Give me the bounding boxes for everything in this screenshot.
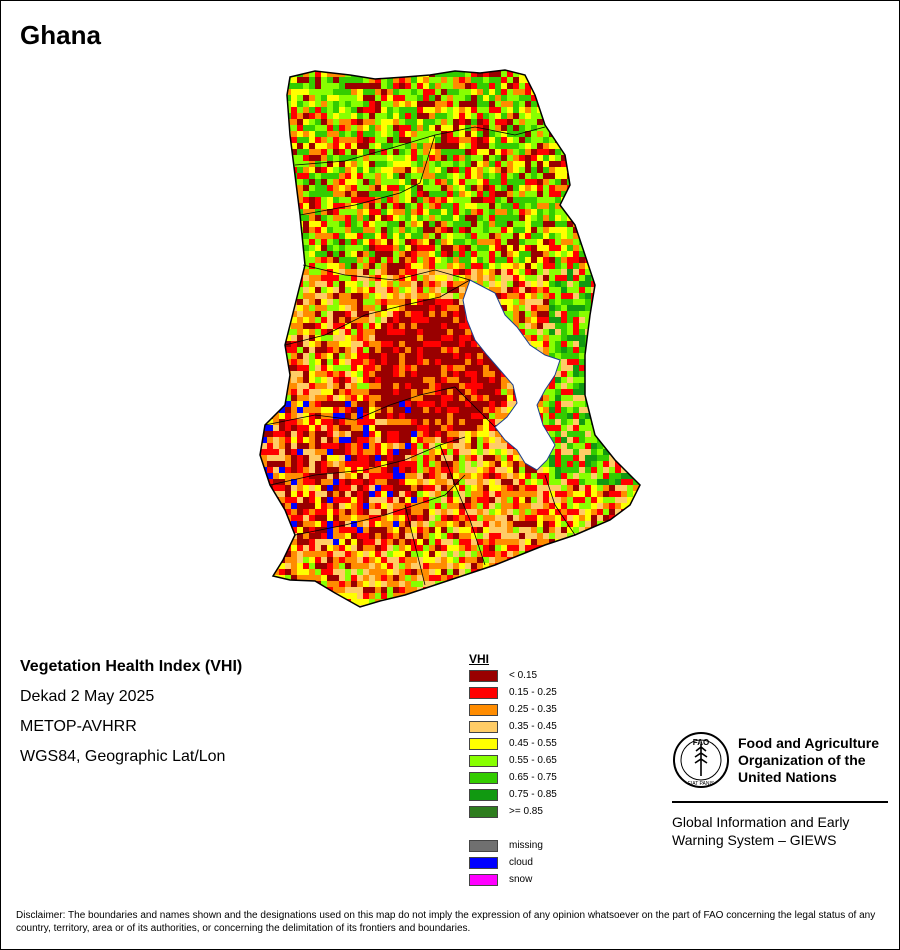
giews-line: Warning System – GIEWS (672, 832, 837, 848)
legend-label: >= 0.85 (509, 806, 543, 817)
legend-item: 0.25 - 0.35 (469, 701, 629, 718)
country-title: Ghana (20, 20, 101, 50)
vhi-map (255, 65, 645, 610)
legend-label: missing (509, 840, 543, 851)
product-info: Vegetation Health Index (VHI) Dekad 2 Ma… (20, 657, 242, 777)
legend-swatch (469, 874, 498, 886)
legend-label: 0.55 - 0.65 (509, 755, 557, 766)
product-projection: WGS84, Geographic Lat/Lon (20, 748, 226, 765)
legend-label: snow (509, 874, 533, 885)
legend-swatch (469, 670, 498, 682)
legend-label: < 0.15 (509, 670, 538, 681)
legend-swatch (469, 840, 498, 852)
legend-label: 0.15 - 0.25 (509, 687, 557, 698)
fao-name-line: United Nations (738, 769, 837, 785)
giews-name: Global Information and Early Warning Sys… (672, 813, 892, 849)
legend-swatch (469, 755, 498, 767)
legend-label: 0.65 - 0.75 (509, 772, 557, 783)
legend-label: 0.25 - 0.35 (509, 704, 557, 715)
divider (672, 801, 888, 803)
product-period: Dekad 2 May 2025 (20, 688, 155, 705)
fao-name-line: Food and Agriculture (738, 735, 880, 751)
legend-swatch (469, 721, 498, 733)
legend-swatch (469, 857, 498, 869)
fao-logo-icon: FAO FIAT PANIS (673, 732, 729, 788)
country-border (259, 69, 641, 608)
legend-label: cloud (509, 857, 533, 868)
legend-item: 0.75 - 0.85 (469, 786, 629, 803)
legend-label: 0.45 - 0.55 (509, 738, 557, 749)
vhi-legend: VHI < 0.15 0.15 - 0.25 0.25 - 0.35 0.35 … (469, 651, 629, 888)
legend-swatch (469, 704, 498, 716)
legend-item: 0.45 - 0.55 (469, 735, 629, 752)
legend-swatch (469, 806, 498, 818)
legend-item-special: snow (469, 871, 629, 888)
fao-logo-motto: FIAT PANIS (688, 781, 715, 787)
product-sensor: METOP-AVHRR (20, 718, 137, 735)
legend-label: 0.35 - 0.45 (509, 721, 557, 732)
product-name: Vegetation Health Index (VHI) (20, 658, 243, 675)
legend-item: 0.15 - 0.25 (469, 684, 629, 701)
legend-swatch (469, 789, 498, 801)
fao-logo-text: FAO (693, 738, 709, 747)
legend-item: < 0.15 (469, 667, 629, 684)
legend-label: 0.75 - 0.85 (509, 789, 557, 800)
region-boundaries (264, 126, 576, 586)
legend-item: 0.65 - 0.75 (469, 769, 629, 786)
fao-name-line: Organization of the (738, 752, 866, 768)
legend-swatch (469, 772, 498, 784)
legend-swatch (469, 738, 498, 750)
fao-name: Food and Agriculture Organization of the… (738, 735, 898, 786)
legend-swatch (469, 687, 498, 699)
ghana-vhi-raster (259, 69, 641, 608)
legend-item-special: cloud (469, 854, 629, 871)
legend-item: 0.55 - 0.65 (469, 752, 629, 769)
legend-item-special: missing (469, 837, 629, 854)
legend-item: 0.35 - 0.45 (469, 718, 629, 735)
disclaimer: Disclaimer: The boundaries and names sho… (16, 910, 876, 934)
lake-volta (462, 279, 561, 471)
giews-line: Global Information and Early (672, 814, 850, 830)
legend-title: VHI (469, 652, 490, 666)
legend-item: >= 0.85 (469, 803, 629, 820)
